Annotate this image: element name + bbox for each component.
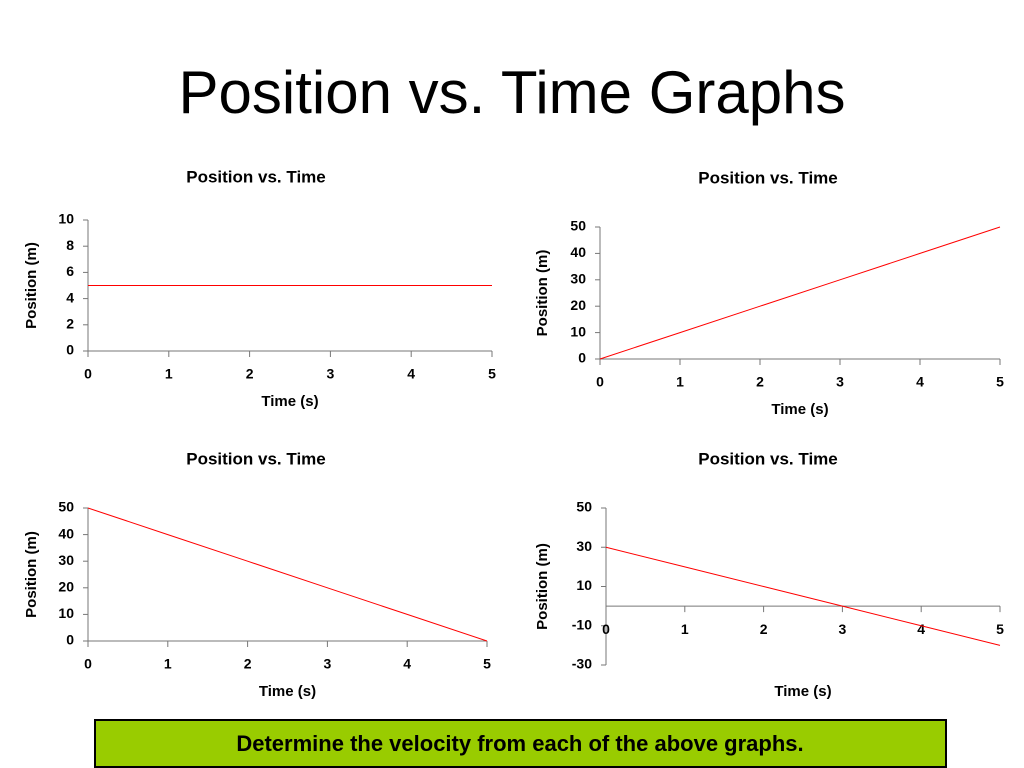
y-axis-label: Position (m)	[534, 250, 551, 337]
x-tick-label: 3	[836, 374, 844, 390]
y-tick-label: 20	[570, 297, 586, 313]
x-tick-label: 2	[246, 366, 254, 382]
x-tick-label: 5	[996, 621, 1004, 637]
x-tick-label: 2	[756, 374, 764, 390]
y-tick-label: 30	[576, 538, 592, 554]
y-tick-label: -10	[572, 616, 592, 632]
x-axis-label: Time (s)	[771, 401, 828, 418]
x-tick-label: 4	[403, 656, 411, 672]
x-axis-label: Time (s)	[261, 393, 318, 410]
y-tick-label: 6	[66, 263, 74, 279]
x-tick-label: 0	[84, 366, 92, 382]
x-tick-label: 0	[602, 621, 610, 637]
y-tick-label: 0	[578, 350, 586, 366]
x-tick-label: 1	[681, 621, 689, 637]
y-tick-label: 2	[66, 316, 74, 332]
y-axis-label: Position (m)	[534, 543, 551, 630]
x-tick-label: 5	[483, 656, 491, 672]
x-axis-label: Time (s)	[259, 683, 316, 700]
chart-title: Position vs. Time	[186, 167, 326, 186]
y-tick-label: 10	[570, 323, 586, 339]
slide-title: Position vs. Time Graphs	[179, 59, 846, 126]
y-tick-label: 0	[66, 632, 74, 648]
y-tick-label: 10	[58, 605, 74, 621]
x-tick-label: 3	[327, 366, 335, 382]
y-tick-label: 40	[570, 244, 586, 260]
y-tick-label: 50	[570, 218, 586, 234]
x-tick-label: 2	[760, 621, 768, 637]
y-tick-label: 30	[58, 552, 74, 568]
x-tick-label: 1	[164, 656, 172, 672]
y-tick-label: 50	[576, 499, 592, 515]
x-tick-label: 3	[839, 621, 847, 637]
y-tick-label: 4	[66, 289, 74, 305]
x-tick-label: 3	[324, 656, 332, 672]
y-tick-label: -30	[572, 656, 592, 672]
x-tick-label: 0	[596, 374, 604, 390]
data-line	[605, 546, 1001, 646]
y-tick-label: 8	[66, 237, 74, 253]
note-box	[94, 719, 947, 768]
x-tick-label: 5	[488, 366, 496, 382]
chart-title: Position vs. Time	[698, 449, 838, 468]
y-tick-label: 10	[576, 577, 592, 593]
x-tick-label: 2	[244, 656, 252, 672]
y-tick-label: 40	[58, 525, 74, 541]
x-tick-label: 1	[676, 374, 684, 390]
y-tick-label: 0	[66, 342, 74, 358]
x-tick-label: 4	[407, 366, 415, 382]
data-line	[87, 507, 488, 642]
y-axis-label: Position (m)	[23, 531, 40, 618]
chart-title: Position vs. Time	[186, 449, 326, 468]
x-tick-label: 1	[165, 366, 173, 382]
y-tick-label: 20	[58, 579, 74, 595]
x-axis-label: Time (s)	[774, 683, 831, 700]
y-tick-label: 50	[58, 499, 74, 515]
note: Determine the velocity from each of the …	[236, 731, 803, 756]
x-tick-label: 0	[84, 656, 92, 672]
x-tick-label: 4	[916, 374, 924, 390]
chart-title: Position vs. Time	[698, 168, 838, 187]
y-tick-label: 10	[58, 211, 74, 227]
x-tick-label: 5	[996, 374, 1004, 390]
data-line	[599, 226, 1001, 360]
y-tick-label: 30	[570, 271, 586, 287]
y-axis-label: Position (m)	[23, 242, 40, 329]
x-tick-label: 4	[917, 621, 925, 637]
